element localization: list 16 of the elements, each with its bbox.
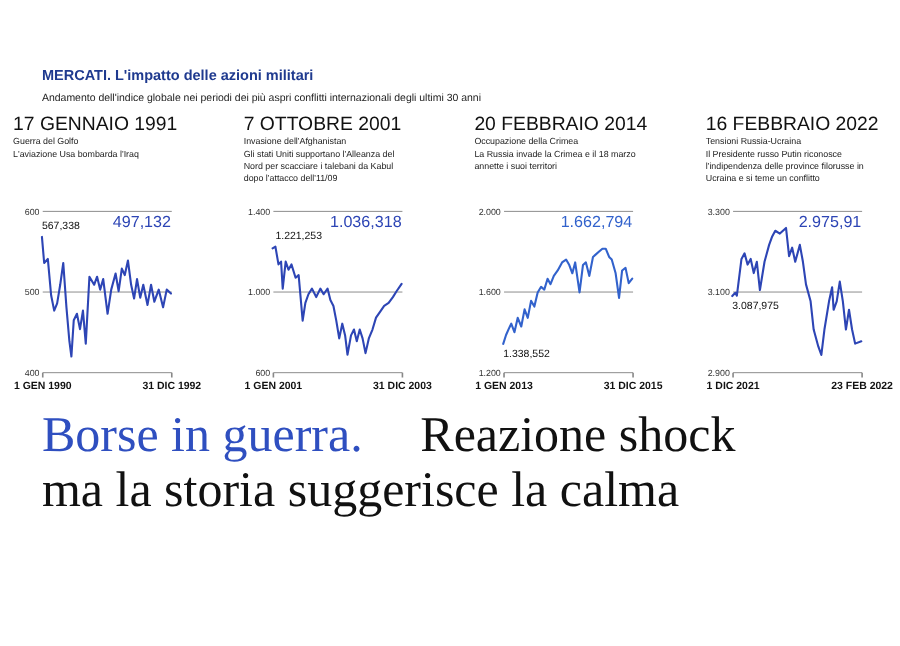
chart-title: 16 FEBBRAIO 2022 bbox=[705, 113, 879, 136]
annotation: 1.662,794 bbox=[560, 212, 634, 231]
line-series bbox=[502, 247, 634, 345]
line-series bbox=[40, 235, 173, 358]
line-series bbox=[731, 226, 863, 356]
annotation: 497,132 bbox=[112, 212, 172, 231]
chart-title: 17 GENNAIO 1991 bbox=[13, 113, 178, 136]
text: Borse in guerra. bbox=[41, 408, 363, 463]
annotation: 2.975,91 bbox=[798, 212, 863, 231]
text: Reazione shock bbox=[420, 408, 737, 463]
chart-title: 7 OTTOBRE 2001 bbox=[243, 113, 402, 136]
annotation: 1.036,318 bbox=[329, 212, 403, 231]
line-series bbox=[271, 245, 403, 356]
chart-title: 20 FEBBRAIO 2014 bbox=[474, 113, 649, 136]
text: MERCATI. L'impatto delle azioni militari bbox=[41, 65, 314, 84]
text: ma la storia suggerisce la calma bbox=[41, 463, 680, 518]
